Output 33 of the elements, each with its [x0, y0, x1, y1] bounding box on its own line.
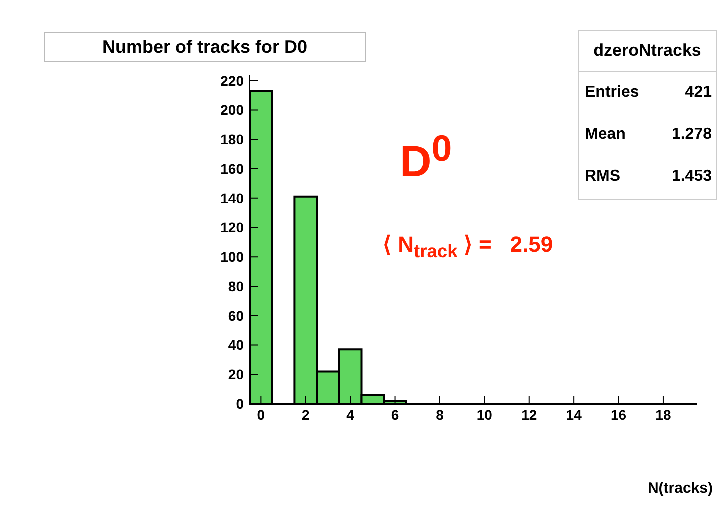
annotation: 421 — [685, 83, 712, 103]
y-tick-label: 0 — [236, 396, 244, 412]
x-tick-label: 16 — [610, 406, 627, 423]
x-tick-label: 12 — [522, 406, 538, 423]
y-tick-label: 20 — [228, 366, 244, 383]
annotation: Mean — [585, 125, 626, 145]
x-tick-label: 10 — [476, 406, 493, 423]
y-tick-label: 200 — [220, 102, 244, 118]
y-tick-label: 160 — [220, 160, 244, 177]
annotation: RMS — [585, 167, 621, 187]
x-tick-label: 2 — [302, 406, 310, 423]
x-tick-label: 6 — [391, 406, 400, 423]
annotation: 1.278 — [672, 125, 712, 145]
annotation: D$^{0}$ — [400, 128, 452, 188]
y-tick-label: 60 — [228, 308, 244, 324]
x-axis-title: N(tracks) — [648, 480, 713, 497]
y-tick-label: 80 — [228, 278, 244, 294]
annotation: Entries — [585, 83, 640, 103]
annotation: ⟨ N$_{track}$ ⟩ = 2.59 — [383, 232, 554, 262]
x-tick-label: 14 — [566, 406, 582, 423]
y-tick-label: 40 — [228, 337, 244, 354]
x-tick-label: 18 — [656, 406, 672, 423]
y-tick-label: 180 — [220, 132, 244, 148]
x-tick-label: 4 — [346, 406, 355, 423]
text: dzeroNtracks — [579, 31, 716, 72]
y-tick-label: 120 — [220, 220, 244, 236]
y-tick-label: 100 — [220, 249, 244, 266]
y-tick-label: 140 — [220, 190, 244, 206]
x-tick-label: 8 — [436, 406, 444, 423]
annotation: 1.453 — [672, 167, 712, 187]
x-tick-label: 0 — [257, 406, 266, 423]
y-tick-label: 220 — [220, 72, 244, 89]
chart-title: Number of tracks for D0 — [44, 32, 366, 62]
